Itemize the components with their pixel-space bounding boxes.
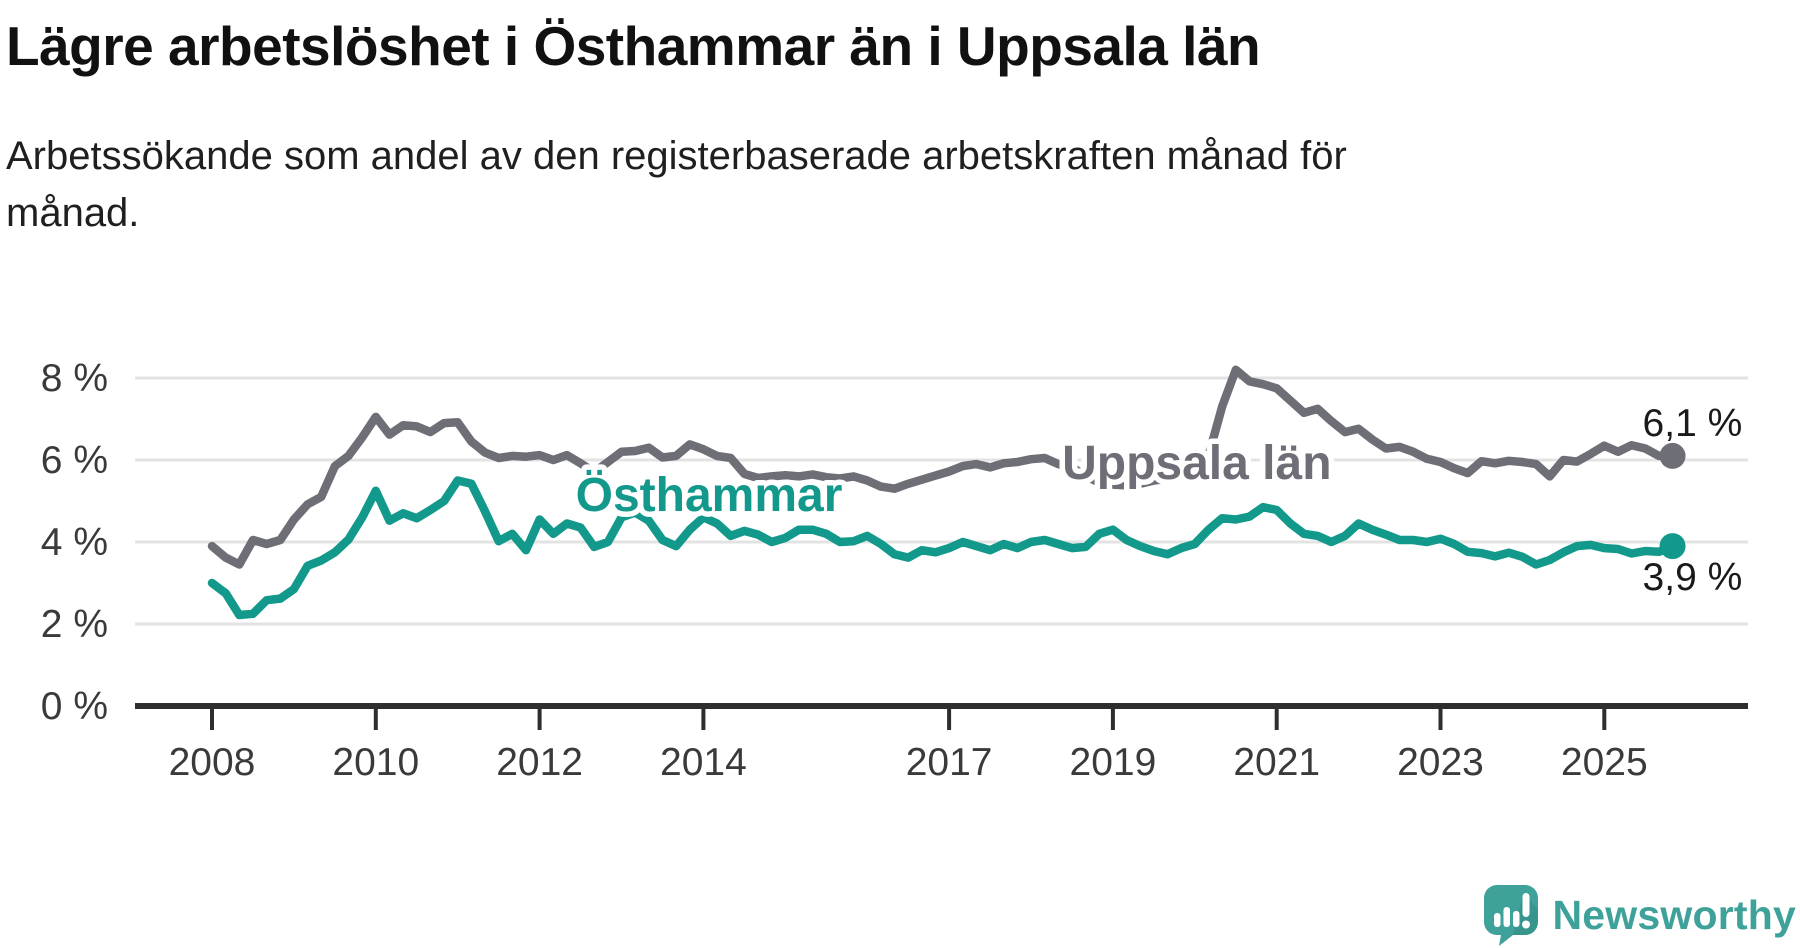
end-value-label-uppsala-l-n: 6,1 % <box>1643 402 1743 445</box>
y-axis-label: 8 % <box>41 357 108 400</box>
x-axis-label: 2014 <box>660 741 747 784</box>
series-line--sthammar <box>207 476 1677 620</box>
x-axis-label: 2019 <box>1070 741 1157 784</box>
page-title: Lägre arbetslöshet i Östhammar än i Upps… <box>6 15 1261 77</box>
x-axis-label: 2023 <box>1397 741 1484 784</box>
y-axis-label: 4 % <box>41 521 108 564</box>
x-axis-label: 2021 <box>1233 741 1320 784</box>
series-end-dot--sthammar <box>1659 533 1686 560</box>
x-axis-label: 2012 <box>496 741 583 784</box>
y-axis-label: 2 % <box>41 603 108 646</box>
x-axis-label: 2008 <box>169 741 256 784</box>
series-label--sthammar: Östhammar <box>576 469 843 522</box>
y-axis-label: 0 % <box>41 685 108 728</box>
newsworthy-bubble-icon <box>1483 885 1538 946</box>
x-axis-label: 2010 <box>332 741 419 784</box>
series-line-uppsala-l-n <box>207 365 1677 569</box>
x-axis-label: 2017 <box>906 741 993 784</box>
y-axis-label: 6 % <box>41 439 108 482</box>
newsworthy-logo-text: Newsworthy <box>1552 891 1796 938</box>
x-axis-label: 2025 <box>1561 741 1648 784</box>
series-end-dot-uppsala-l-n <box>1659 442 1686 469</box>
end-value-label--sthammar: 3,9 % <box>1643 556 1743 599</box>
series-label-uppsala-l-n: Uppsala län <box>1062 437 1331 490</box>
newsworthy-logo: Newsworthy <box>1483 884 1797 946</box>
chart-subtitle: Arbetssökande som andel av den registerb… <box>6 134 1347 235</box>
